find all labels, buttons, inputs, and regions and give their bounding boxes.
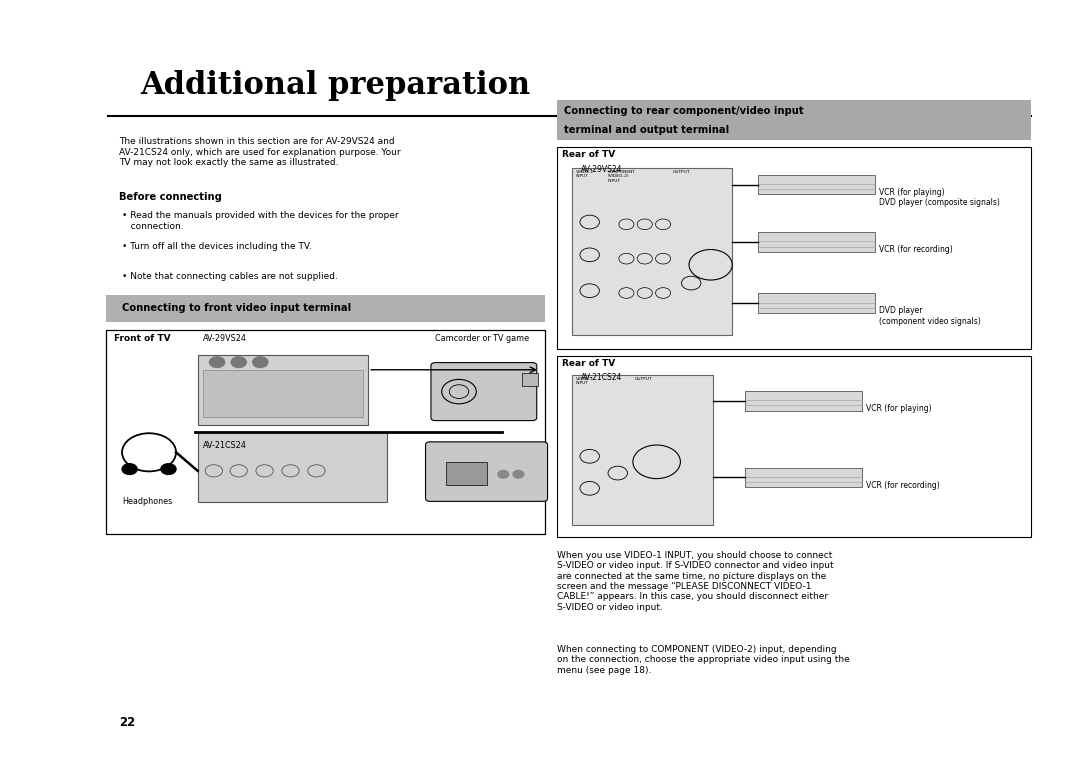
Text: AV-21CS24: AV-21CS24 bbox=[581, 373, 622, 382]
Text: COMPONENT
(VIDEO-2)
INPUT: COMPONENT (VIDEO-2) INPUT bbox=[608, 170, 636, 183]
Bar bbox=[522, 372, 538, 386]
Text: OUTPUT: OUTPUT bbox=[673, 170, 690, 174]
Text: terminal and output terminal: terminal and output terminal bbox=[564, 125, 729, 135]
Bar bbox=[572, 168, 732, 335]
Text: Camcorder or TV game: Camcorder or TV game bbox=[435, 334, 529, 343]
Bar bbox=[557, 100, 1031, 140]
Bar bbox=[557, 356, 1031, 537]
Text: • Note that connecting cables are not supplied.: • Note that connecting cables are not su… bbox=[122, 272, 338, 282]
Circle shape bbox=[210, 357, 225, 368]
Text: • Turn off all the devices including the TV.: • Turn off all the devices including the… bbox=[122, 242, 312, 251]
Text: Connecting to rear component/video input: Connecting to rear component/video input bbox=[564, 106, 804, 116]
Circle shape bbox=[253, 357, 268, 368]
Bar bbox=[758, 294, 875, 314]
Text: Headphones: Headphones bbox=[122, 497, 172, 507]
Bar bbox=[106, 330, 545, 534]
Bar bbox=[758, 175, 875, 195]
Bar bbox=[203, 370, 363, 417]
Text: AV-29VS24: AV-29VS24 bbox=[203, 334, 247, 343]
Bar bbox=[758, 232, 875, 252]
FancyBboxPatch shape bbox=[431, 362, 537, 420]
Bar bbox=[745, 468, 862, 488]
Bar bbox=[572, 375, 713, 525]
Text: 22: 22 bbox=[119, 716, 135, 729]
Bar bbox=[745, 391, 862, 410]
Bar bbox=[557, 147, 1031, 349]
Text: VIDEO-1
INPUT: VIDEO-1 INPUT bbox=[576, 170, 594, 179]
Text: OUTPUT: OUTPUT bbox=[635, 377, 652, 381]
Text: Before connecting: Before connecting bbox=[119, 192, 221, 202]
Text: Additional preparation: Additional preparation bbox=[140, 69, 530, 101]
FancyBboxPatch shape bbox=[426, 442, 548, 501]
Text: The illustrations shown in this section are for AV-29VS24 and
AV-21CS24 only, wh: The illustrations shown in this section … bbox=[119, 137, 401, 167]
Text: AV-21CS24: AV-21CS24 bbox=[203, 441, 247, 450]
Text: VCR (for playing): VCR (for playing) bbox=[866, 404, 932, 413]
Text: DVD player
(component video signals): DVD player (component video signals) bbox=[879, 307, 981, 326]
Text: VCR (for recording): VCR (for recording) bbox=[866, 481, 940, 490]
Circle shape bbox=[513, 471, 524, 478]
Text: Front of TV: Front of TV bbox=[114, 334, 171, 343]
Text: VCR (for playing)
DVD player (composite signals): VCR (for playing) DVD player (composite … bbox=[879, 188, 1000, 207]
Circle shape bbox=[122, 464, 137, 475]
Bar bbox=[198, 432, 387, 502]
Text: VCR (for recording): VCR (for recording) bbox=[879, 245, 953, 254]
Text: AV-29VS24: AV-29VS24 bbox=[581, 165, 622, 174]
Text: Rear of TV: Rear of TV bbox=[562, 359, 615, 369]
FancyBboxPatch shape bbox=[106, 295, 545, 322]
Text: When connecting to COMPONENT (VIDEO-2) input, depending
on the connection, choos: When connecting to COMPONENT (VIDEO-2) i… bbox=[557, 645, 850, 674]
Bar bbox=[198, 355, 368, 425]
Circle shape bbox=[498, 471, 509, 478]
Text: Rear of TV: Rear of TV bbox=[562, 150, 615, 159]
Text: When you use VIDEO-1 INPUT, you should choose to connect
S-VIDEO or video input.: When you use VIDEO-1 INPUT, you should c… bbox=[557, 551, 834, 612]
Text: VIDEO-1
INPUT: VIDEO-1 INPUT bbox=[576, 377, 594, 385]
Text: • Read the manuals provided with the devices for the proper
   connection.: • Read the manuals provided with the dev… bbox=[122, 211, 399, 230]
Circle shape bbox=[161, 464, 176, 475]
Text: Connecting to front video input terminal: Connecting to front video input terminal bbox=[122, 303, 351, 314]
Bar bbox=[446, 462, 487, 485]
Circle shape bbox=[231, 357, 246, 368]
